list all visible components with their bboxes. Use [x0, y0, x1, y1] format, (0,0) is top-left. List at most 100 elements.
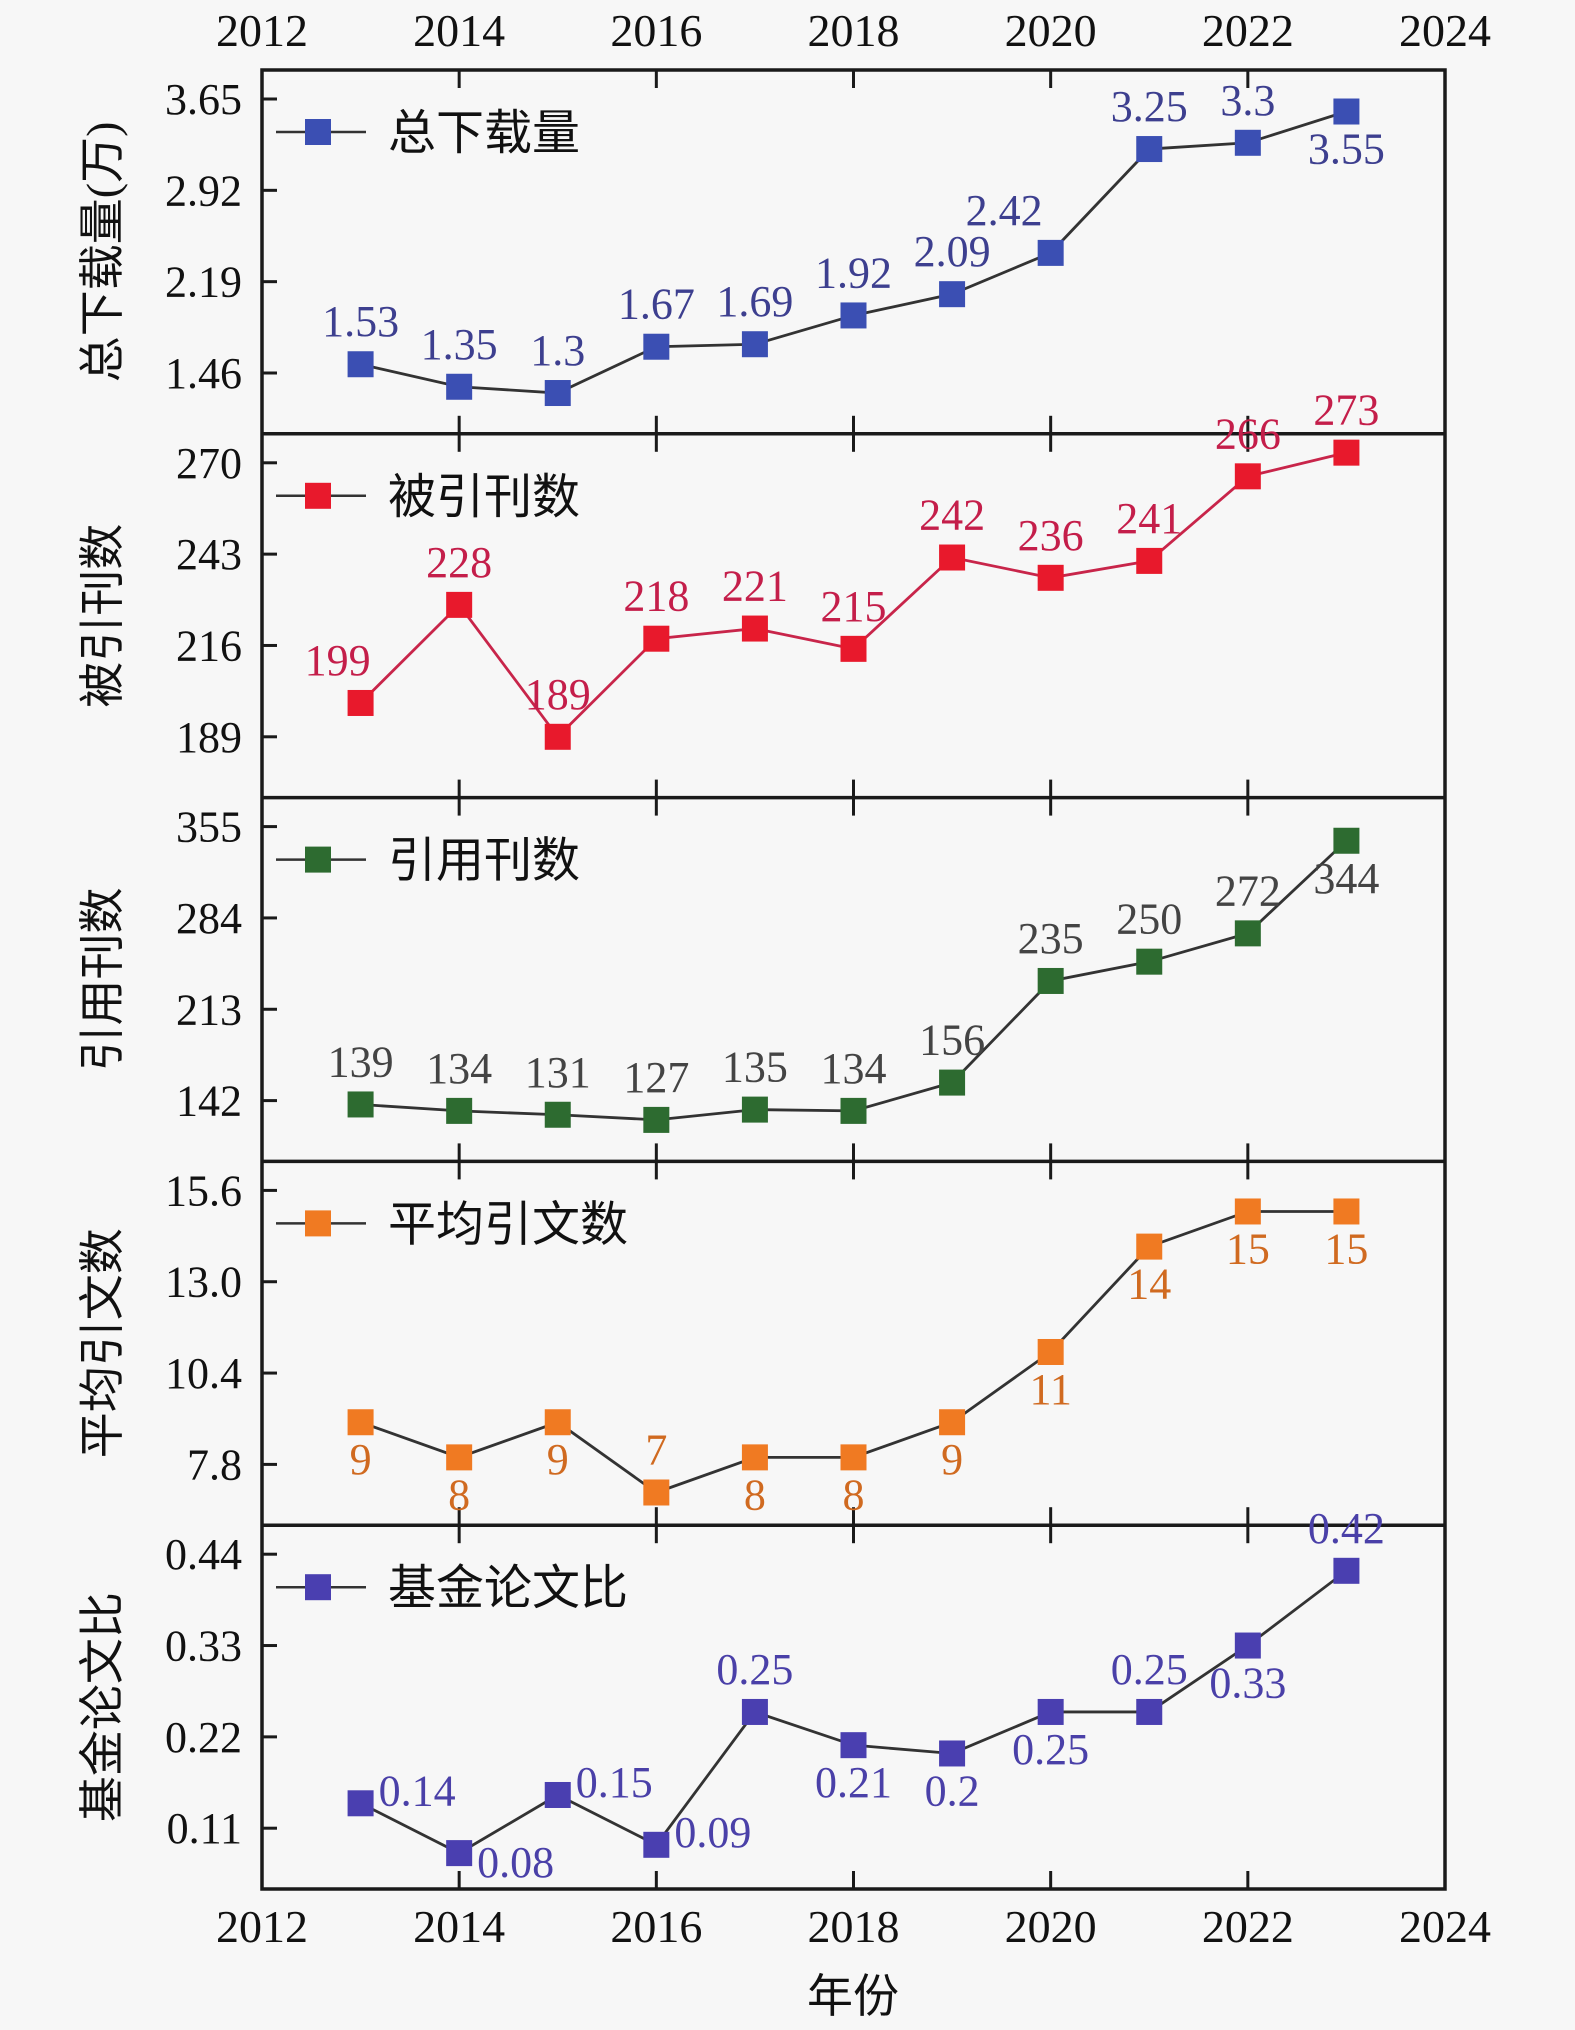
- panels: 1.46 2.19 2.92 3.65 总下载量(万) 总下载量 1.53 1.35 1.3 1.…: [77, 68, 1447, 1891]
- data-label: 1.92: [815, 248, 892, 297]
- data-point-marker: [939, 1409, 966, 1436]
- data-point-marker: [840, 1732, 867, 1759]
- y-tick-label: 270: [176, 439, 242, 488]
- data-point-marker: [446, 591, 473, 618]
- legend-marker-icon: [305, 482, 331, 509]
- top-year-tick-label: 2020: [1005, 5, 1097, 56]
- data-point-marker: [1333, 1198, 1360, 1225]
- y-tick-label: 13.0: [165, 1258, 242, 1307]
- data-label: 266: [1215, 409, 1281, 458]
- top-year-tick-label: 2022: [1202, 5, 1294, 56]
- data-label: 2.09: [914, 227, 991, 276]
- data-point-marker: [741, 331, 768, 358]
- data-point-marker: [544, 1101, 571, 1128]
- plot-frame: [260, 68, 1447, 1891]
- y-axis-title: 基金论文比: [77, 1592, 128, 1822]
- x-axis-title: 年份: [807, 1971, 899, 2022]
- y-tick-label: 284: [176, 894, 242, 943]
- data-point-marker: [1333, 827, 1360, 854]
- legend-marker-icon: [305, 119, 331, 145]
- y-tick-label: 243: [176, 530, 242, 579]
- data-point-marker: [1333, 98, 1360, 125]
- data-point-marker: [1333, 1557, 1360, 1584]
- data-label: 8: [843, 1470, 865, 1519]
- data-point-marker: [544, 1409, 571, 1436]
- y-tick-label: 0.22: [165, 1713, 242, 1762]
- data-label: 0.25: [1012, 1725, 1089, 1774]
- y-tick-label: 213: [176, 985, 242, 1034]
- data-label: 242: [919, 491, 985, 540]
- data-point-marker: [1234, 129, 1261, 156]
- bottom-year-tick-label: 2012: [216, 1901, 308, 1952]
- data-label: 3.25: [1111, 82, 1188, 131]
- bottom-year-tick-label: 2024: [1399, 1901, 1491, 1952]
- panel-5: 0.110.220.330.44基金论文比基金论文比0.140.080.150.…: [77, 1504, 1445, 1889]
- legend-label: 总下载量: [388, 107, 580, 160]
- data-point-marker: [1037, 967, 1064, 994]
- data-point-marker: [1234, 1198, 1261, 1225]
- legend-label: 被引刊数: [388, 471, 580, 524]
- data-label: 134: [426, 1044, 492, 1093]
- data-point-marker: [1234, 463, 1261, 490]
- data-point-marker: [347, 1409, 374, 1436]
- data-label: 241: [1116, 494, 1182, 543]
- data-label: 156: [919, 1016, 985, 1065]
- data-point-marker: [1136, 547, 1163, 574]
- panel-1: 1.46 2.19 2.92 3.65 总下载量(万) 总下载量 1.53 1.35 1.3 1.…: [77, 70, 1385, 434]
- data-point-marker: [1136, 1233, 1163, 1260]
- data-point-marker: [1234, 1632, 1261, 1659]
- data-point-marker: [1234, 920, 1261, 947]
- top-year-tick-label: 2016: [610, 5, 702, 56]
- legend-label: 基金论文比: [388, 1562, 628, 1615]
- data-label: 134: [821, 1044, 887, 1093]
- top-year-tick-label: 2024: [1399, 5, 1491, 56]
- data-point-marker: [939, 1069, 966, 1096]
- y-tick-label: 355: [176, 803, 242, 852]
- data-point-marker: [1136, 1698, 1163, 1725]
- data-label: 2.42: [966, 186, 1043, 235]
- data-label: 3.55: [1308, 125, 1385, 174]
- data-label: 272: [1215, 866, 1281, 915]
- data-point-marker: [840, 1444, 867, 1471]
- bottom-year-tick-label: 2016: [610, 1901, 702, 1952]
- data-label: 215: [821, 582, 887, 631]
- y-tick-label: 216: [176, 621, 242, 670]
- data-point-marker: [643, 1479, 670, 1506]
- top-year-tick-label: 2018: [808, 5, 900, 56]
- data-point-marker: [840, 302, 867, 329]
- data-point-marker: [939, 1740, 966, 1767]
- data-label: 15: [1226, 1224, 1270, 1273]
- data-label: 9: [350, 1435, 372, 1484]
- data-label: 221: [722, 562, 788, 611]
- data-label: 0.09: [674, 1808, 751, 1857]
- data-point-marker: [446, 1444, 473, 1471]
- legend-marker-icon: [305, 1574, 331, 1601]
- data-point-marker: [1333, 439, 1360, 466]
- data-label: 228: [426, 538, 492, 587]
- data-point-marker: [446, 1840, 473, 1867]
- y-tick-label: 1.46: [165, 349, 242, 398]
- y-tick-label: 2.92: [165, 166, 242, 215]
- y-tick-label: 142: [176, 1077, 242, 1126]
- y-tick-label: 0.44: [165, 1530, 242, 1579]
- y-tick-label: 0.11: [167, 1804, 242, 1853]
- data-point-marker: [741, 615, 768, 642]
- top-x-axis-labels: 2012 2014 2016 2018 2020 2022 2024: [216, 5, 1491, 56]
- data-point-marker: [939, 281, 966, 308]
- data-label: 14: [1127, 1260, 1171, 1309]
- data-label: 189: [525, 670, 591, 719]
- data-label: 9: [941, 1435, 963, 1484]
- data-point-marker: [741, 1698, 768, 1725]
- y-axis-title: 引用刊数: [77, 888, 128, 1072]
- top-year-tick-label: 2014: [413, 5, 505, 56]
- data-point-marker: [643, 333, 670, 360]
- data-point-marker: [643, 1831, 670, 1858]
- data-label: 1.35: [421, 320, 498, 369]
- data-label: 0.25: [716, 1645, 793, 1694]
- data-label: 1.67: [618, 280, 695, 329]
- y-axis-title: 总下载量(万): [77, 122, 128, 383]
